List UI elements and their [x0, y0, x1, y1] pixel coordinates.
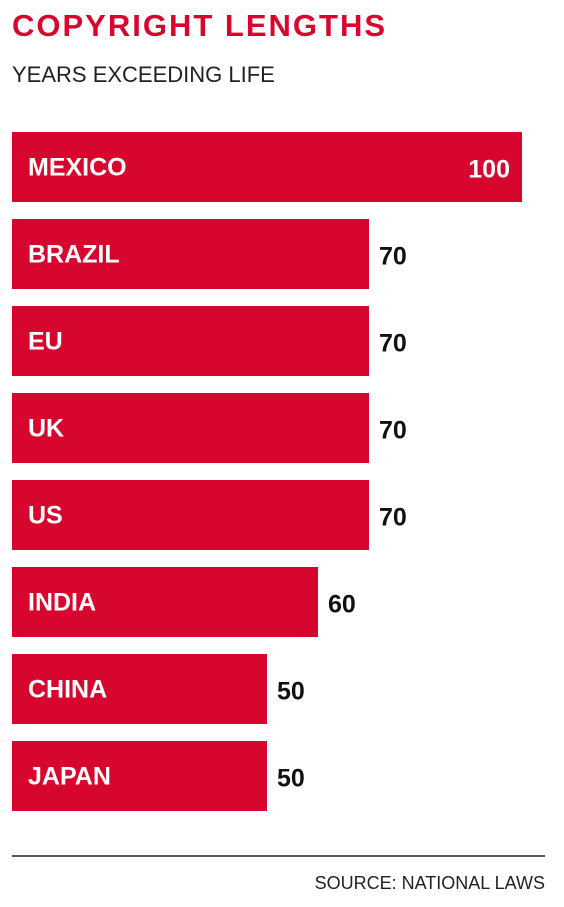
chart-subtitle: YEARS EXCEEDING LIFE — [12, 62, 275, 87]
category-label: INDIA — [28, 589, 96, 617]
category-label: MEXICO — [28, 154, 127, 182]
value-label: 50 — [277, 678, 305, 706]
category-label: EU — [28, 328, 63, 356]
chart-title: COPYRIGHT LENGTHS — [12, 8, 387, 43]
value-label: 50 — [277, 765, 305, 793]
category-label: UK — [28, 415, 64, 443]
category-label: US — [28, 502, 63, 530]
bar — [12, 132, 522, 202]
source: SOURCE: NATIONAL LAWS — [315, 873, 545, 893]
category-label: BRAZIL — [28, 241, 120, 269]
bar — [12, 741, 267, 811]
bar — [12, 480, 369, 550]
category-label: JAPAN — [28, 763, 111, 791]
bar — [12, 567, 318, 637]
value-label: 100 — [468, 156, 510, 184]
bar — [12, 306, 369, 376]
value-label: 70 — [379, 330, 407, 358]
category-label: CHINA — [28, 676, 107, 704]
value-label: 60 — [328, 591, 356, 619]
bar — [12, 393, 369, 463]
value-label: 70 — [379, 504, 407, 532]
value-label: 70 — [379, 417, 407, 445]
bar — [12, 219, 369, 289]
value-label: 70 — [379, 243, 407, 271]
bar — [12, 654, 267, 724]
